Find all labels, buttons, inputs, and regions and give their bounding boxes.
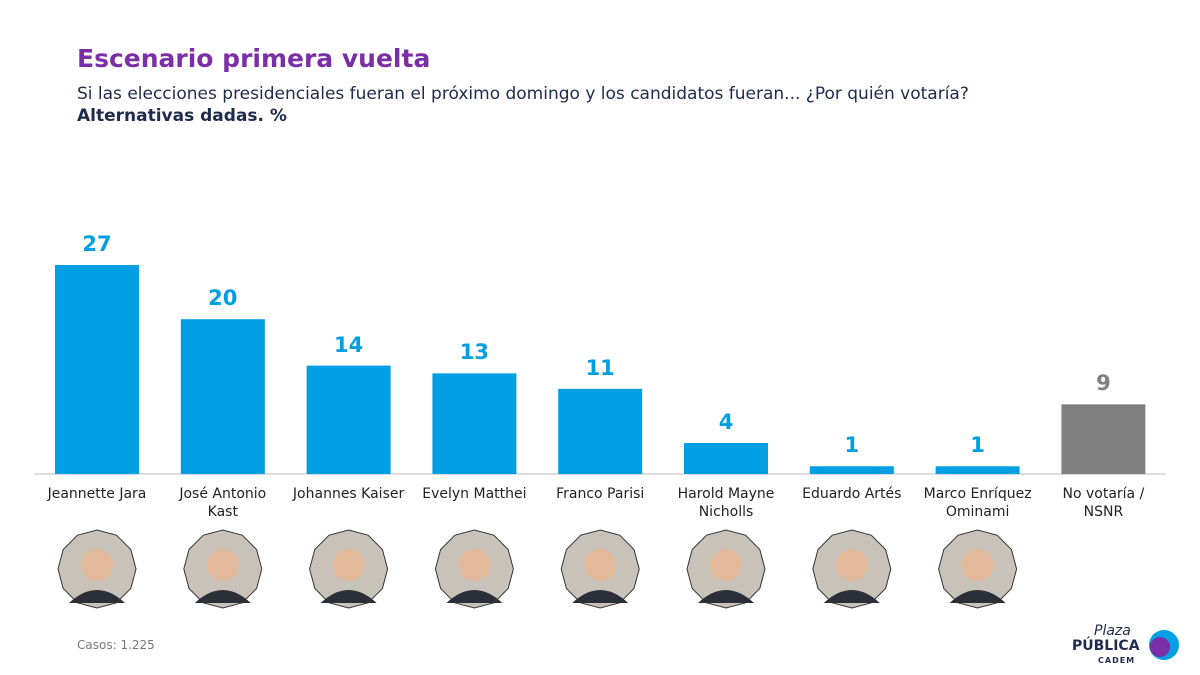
value-label: 14 — [333, 332, 364, 357]
logo-icon — [1149, 630, 1179, 660]
value-label: 27 — [82, 232, 112, 257]
photo-face — [584, 549, 617, 581]
photo-body — [69, 590, 125, 603]
x-tick-label: Franco Parisi — [556, 486, 645, 502]
photo-face — [710, 549, 742, 581]
bar — [1061, 404, 1146, 474]
chart-title: Escenario primera vuelta — [77, 44, 431, 73]
logo: Plaza PÚBLICA CADEM — [1072, 623, 1182, 665]
photo-body — [194, 590, 251, 603]
footer: Casos: 1.225 — [77, 638, 155, 652]
chart-note: Alternativas dadas. % — [77, 106, 287, 126]
x-tick-label: Eduardo Artés — [802, 486, 902, 502]
value-label: 11 — [585, 355, 615, 380]
bar — [306, 365, 391, 474]
photo-body — [320, 590, 377, 603]
photo-face — [458, 549, 491, 581]
bar — [558, 388, 643, 474]
cases-label: Casos: — [77, 638, 117, 652]
logo-text: Plaza — [1094, 623, 1131, 639]
chart-subtitle: Si las elecciones presidenciales fueran … — [77, 84, 969, 104]
photo-body — [823, 590, 880, 603]
value-label: 4 — [718, 410, 734, 435]
photo-face — [81, 549, 113, 581]
logo-text: CADEM — [1098, 656, 1136, 665]
value-label: 1 — [970, 433, 985, 458]
photo-face — [835, 549, 868, 581]
value-label: 20 — [208, 286, 238, 311]
bar — [684, 443, 768, 474]
value-label: 9 — [1096, 371, 1111, 396]
cases-value: 1.225 — [120, 638, 155, 652]
photo-face — [961, 549, 994, 581]
photo-face — [332, 549, 365, 581]
bar — [55, 265, 139, 474]
photo-face — [206, 549, 239, 581]
photo-body — [698, 590, 754, 603]
x-tick-label: Evelyn Matthei — [422, 486, 527, 502]
value-label: 13 — [459, 340, 489, 365]
x-tick-label: José Antonio Kast — [179, 486, 267, 520]
photo-body — [446, 590, 503, 603]
x-tick-label: No votaría / NSNR — [1062, 486, 1145, 520]
x-tick-label: Johannes Kaiser — [292, 486, 405, 502]
bar — [180, 319, 265, 474]
bar — [809, 466, 894, 474]
x-tick-label: Jeannette Jara — [47, 486, 147, 502]
x-tick-label: Harold Mayne Nicholls — [677, 486, 775, 520]
bar — [432, 373, 517, 474]
x-tick-label: Marco Enríquez Ominami — [923, 486, 1032, 520]
logo-text: PÚBLICA — [1072, 638, 1140, 654]
photo-body — [572, 590, 629, 603]
photo-body — [949, 590, 1006, 603]
bar — [935, 466, 1020, 474]
value-label: 1 — [844, 433, 860, 458]
